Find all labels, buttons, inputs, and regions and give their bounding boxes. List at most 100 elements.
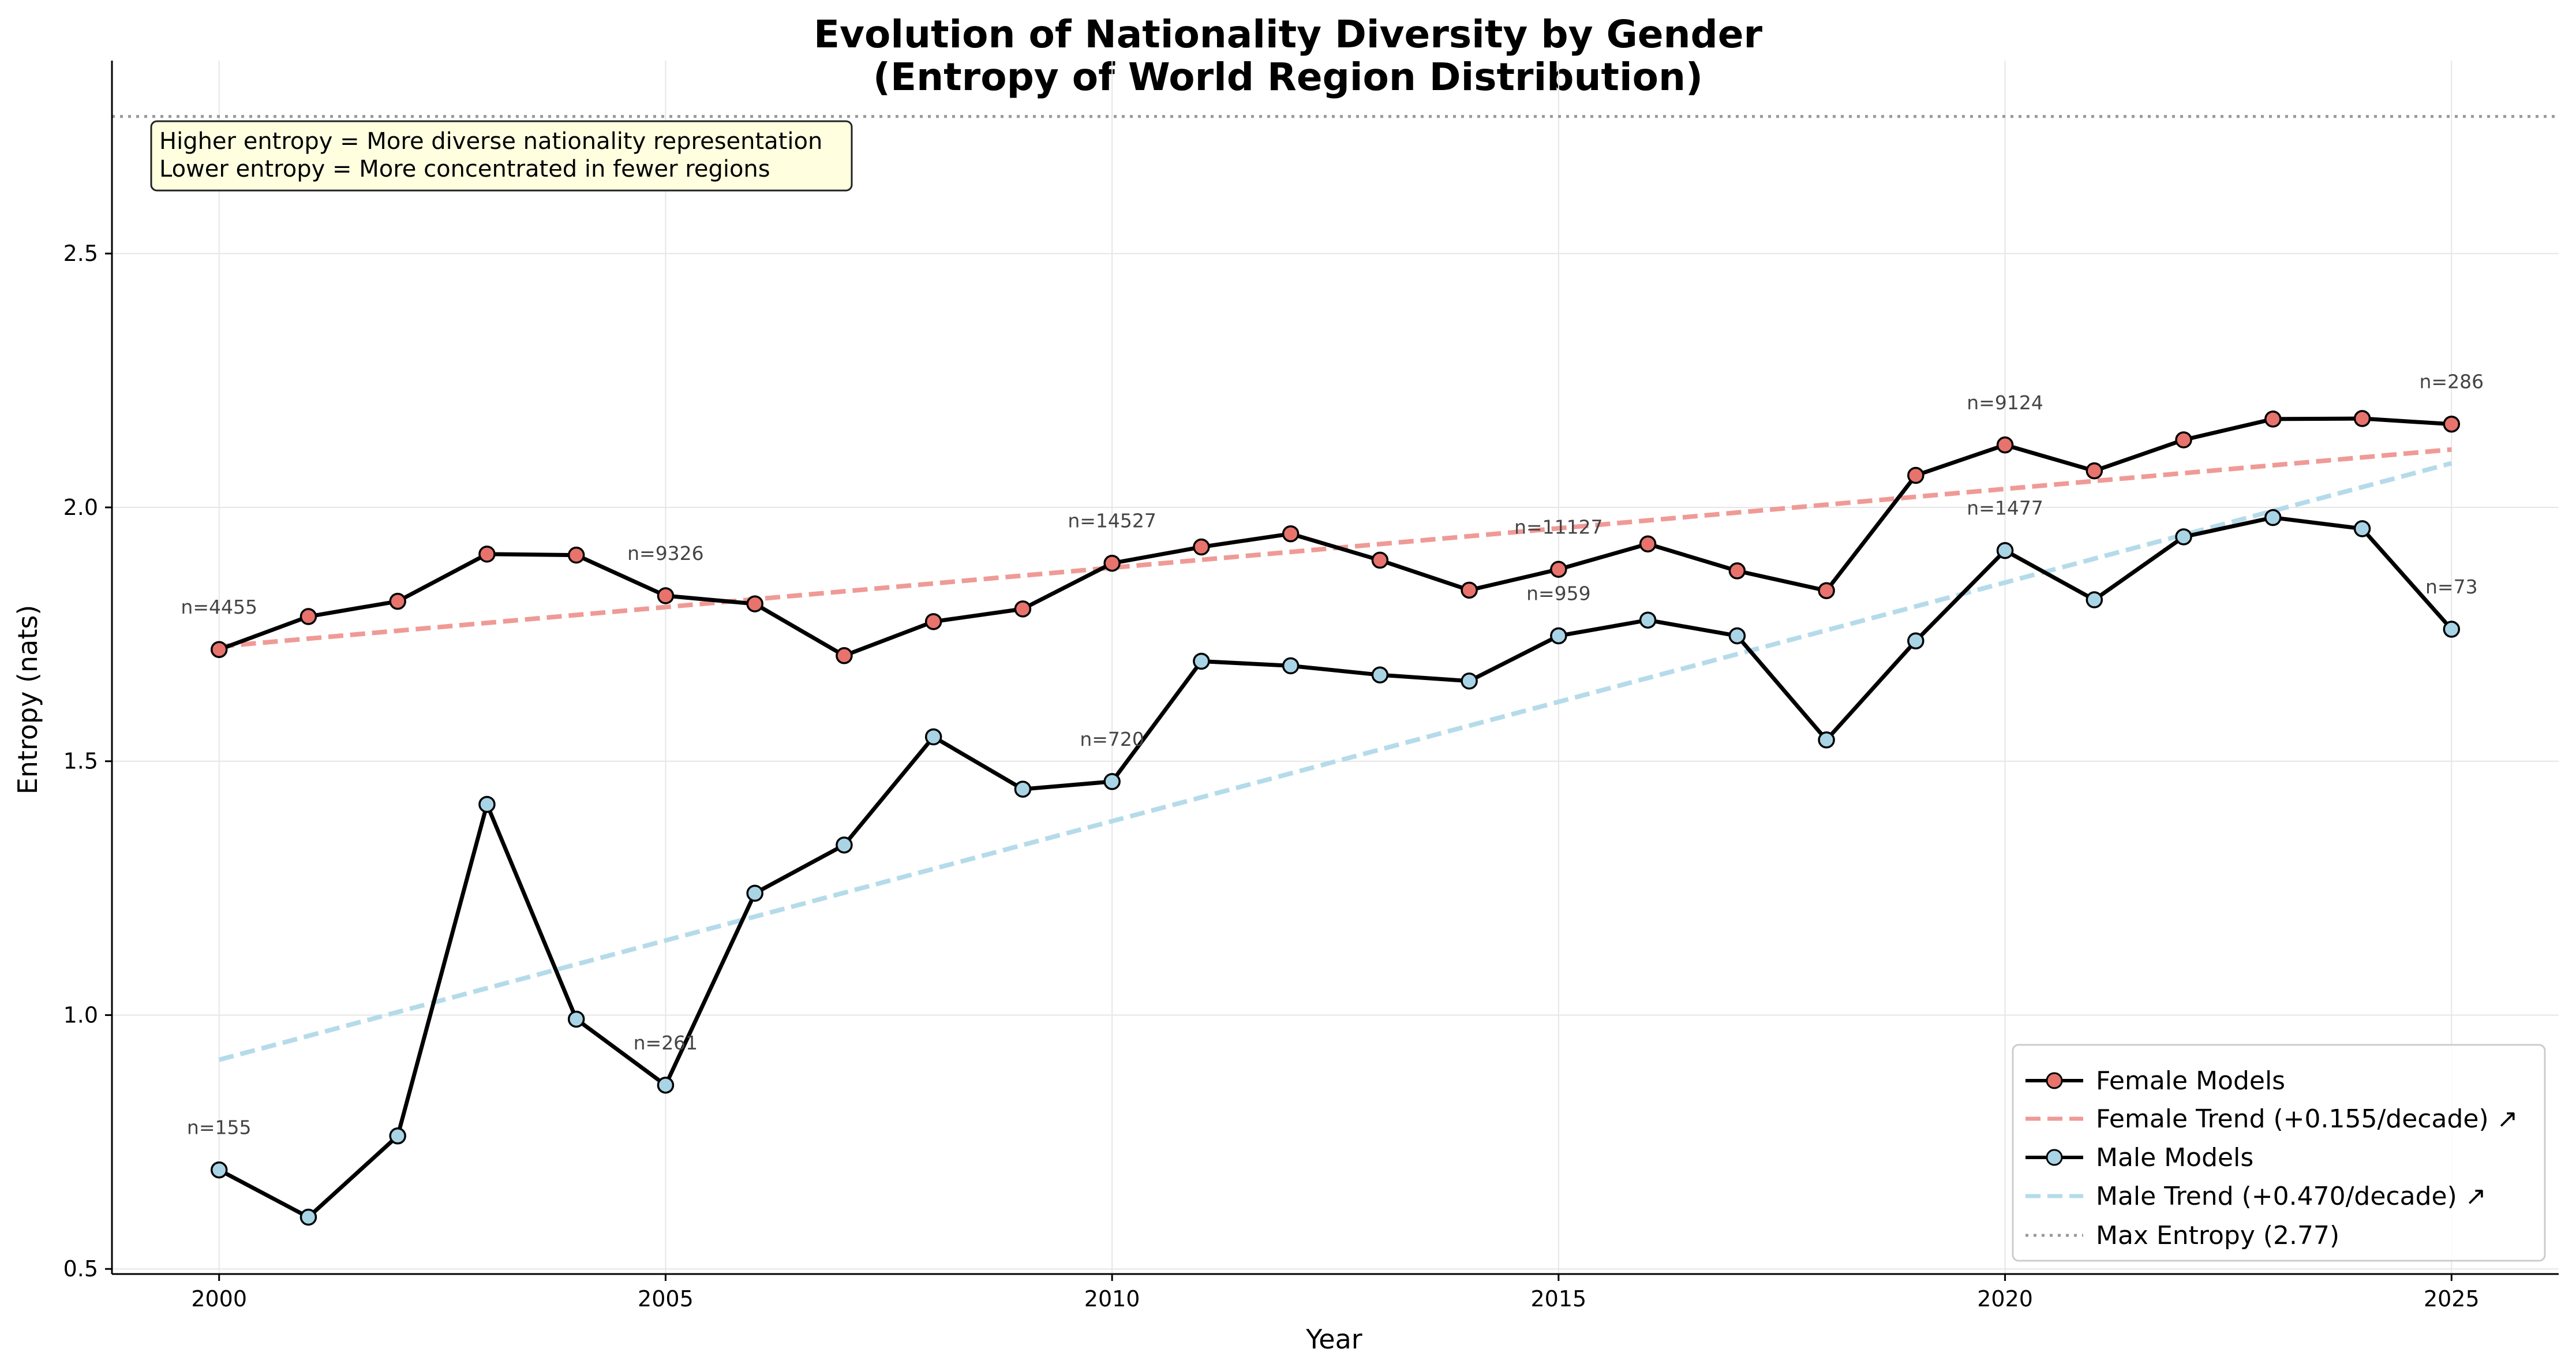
male-data-point bbox=[1461, 672, 1478, 690]
female-series-line bbox=[218, 416, 2452, 658]
male-sample-size-label: n=959 bbox=[1526, 582, 1591, 604]
x-tick-label: 2000 bbox=[191, 1286, 247, 1312]
male-data-point bbox=[1550, 627, 1567, 645]
y-tick-label: 1.0 bbox=[63, 1002, 98, 1028]
female-data-point bbox=[2353, 410, 2371, 427]
female-data-point bbox=[2264, 410, 2282, 428]
male-data-point bbox=[2353, 520, 2371, 537]
male-data-point bbox=[1193, 652, 1210, 670]
male-sample-size-label: n=155 bbox=[187, 1116, 252, 1139]
male-data-point bbox=[210, 1161, 228, 1179]
male-data-point bbox=[1728, 627, 1746, 645]
male-trend-line bbox=[218, 461, 2453, 1062]
female-data-point bbox=[2175, 431, 2192, 449]
male-data-point bbox=[2264, 509, 2282, 526]
male-series-line bbox=[218, 515, 2453, 1219]
female-data-point bbox=[1550, 561, 1567, 578]
y-axis-label: Entropy (nats) bbox=[12, 605, 43, 795]
male-data-point bbox=[1282, 657, 1300, 675]
female-data-point bbox=[746, 595, 763, 612]
female-data-point bbox=[2443, 415, 2461, 433]
female-data-point bbox=[389, 592, 406, 610]
x-axis-label: Year bbox=[1305, 1324, 1362, 1355]
note-line-2: Lower entropy = More concentrated in few… bbox=[159, 156, 770, 182]
legend-item-female-models: Female Models bbox=[2025, 1066, 2285, 1096]
female-data-point bbox=[1996, 436, 2014, 454]
female-sample-size-label: n=14527 bbox=[1068, 510, 1156, 532]
x-tick-label: 2010 bbox=[1084, 1286, 1140, 1312]
female-data-point bbox=[1193, 538, 1210, 556]
female-data-point bbox=[1014, 600, 1032, 618]
chart-title-line1: Evolution of Nationality Diversity by Ge… bbox=[814, 12, 1763, 57]
svg-text:Male Models: Male Models bbox=[2096, 1143, 2253, 1172]
x-tick-label: 2005 bbox=[638, 1286, 694, 1312]
note-box-background bbox=[150, 120, 853, 192]
female-data-point bbox=[299, 608, 317, 625]
male-data-point bbox=[1014, 780, 1032, 798]
male-data-point bbox=[2443, 621, 2461, 638]
tick-labels: 2000 2005 2010 2015 2020 2025 0.5 1.0 1.5 2.0 2.5 bbox=[63, 241, 2480, 1312]
male-data-point bbox=[924, 728, 942, 746]
female-data-point bbox=[657, 587, 675, 604]
male-data-point bbox=[1371, 666, 1389, 683]
male-data-point bbox=[389, 1127, 406, 1145]
male-data-point bbox=[657, 1077, 675, 1094]
female-data-point bbox=[210, 641, 228, 658]
female-data-point bbox=[836, 647, 853, 664]
female-sample-size-label: n=9124 bbox=[1967, 391, 2043, 414]
female-data-point bbox=[2085, 462, 2103, 480]
svg-text:Male Trend (+0.470/decade) ↗: Male Trend (+0.470/decade) ↗ bbox=[2096, 1182, 2487, 1211]
svg-text:Max Entropy (2.77): Max Entropy (2.77) bbox=[2096, 1221, 2339, 1250]
male-sample-size-label: n=73 bbox=[2425, 576, 2478, 598]
male-data-point bbox=[1639, 611, 1657, 629]
legend-item-male-models: Male Models bbox=[2025, 1143, 2253, 1172]
data-series bbox=[210, 410, 2461, 1226]
x-tick-label: 2015 bbox=[1531, 1286, 1587, 1312]
male-sample-size-label: n=261 bbox=[634, 1032, 698, 1054]
male-data-point bbox=[1996, 541, 2014, 559]
female-data-point bbox=[1103, 554, 1121, 572]
male-sample-size-label: n=720 bbox=[1080, 728, 1144, 750]
female-sample-size-label: n=11127 bbox=[1514, 515, 1603, 538]
female-sample-size-label: n=4455 bbox=[181, 596, 257, 618]
y-tick-label: 2.0 bbox=[63, 495, 98, 520]
female-data-point bbox=[567, 546, 585, 564]
svg-text:Female Trend (+0.155/decade) ↗: Female Trend (+0.155/decade) ↗ bbox=[2096, 1104, 2518, 1134]
grid bbox=[112, 61, 2559, 1274]
male-data-point bbox=[299, 1208, 317, 1226]
female-data-point bbox=[1818, 582, 1835, 599]
male-data-point bbox=[746, 884, 763, 902]
female-data-point bbox=[1907, 466, 1924, 484]
y-tick-label: 0.5 bbox=[63, 1256, 98, 1282]
legend: Female Models Female Trend (+0.155/decad… bbox=[2012, 1044, 2546, 1262]
female-data-point bbox=[1728, 562, 1746, 580]
female-data-point bbox=[924, 613, 942, 630]
svg-text:Female Models: Female Models bbox=[2096, 1066, 2285, 1096]
male-data-point bbox=[2175, 528, 2192, 546]
male-data-point bbox=[836, 836, 853, 854]
legend-frame bbox=[2012, 1044, 2546, 1262]
male-data-point bbox=[1103, 773, 1121, 790]
male-data-point bbox=[1907, 632, 1924, 650]
male-data-point bbox=[567, 1010, 585, 1028]
sample-size-annotations: n=4455 n=9326 n=14527 n=11127 n=9124 n=286 n=1… bbox=[181, 371, 2484, 1139]
legend-item-female-trend: Female Trend (+0.155/decade) ↗ bbox=[2025, 1104, 2518, 1134]
male-sample-size-label: n=1477 bbox=[1967, 497, 2043, 520]
female-sample-size-label: n=286 bbox=[2420, 371, 2484, 393]
male-data-point bbox=[478, 795, 496, 813]
note-line-1: Higher entropy = More diverse nationalit… bbox=[159, 128, 822, 155]
legend-item-max-entropy: Max Entropy (2.77) bbox=[2025, 1221, 2339, 1250]
female-data-point bbox=[478, 546, 496, 563]
female-data-point bbox=[1461, 581, 1478, 599]
chart-title-line2: (Entropy of World Region Distribution) bbox=[873, 55, 1703, 99]
female-sample-size-label: n=9326 bbox=[627, 542, 704, 565]
male-data-point bbox=[2085, 591, 2103, 608]
legend-item-male-trend: Male Trend (+0.470/decade) ↗ bbox=[2025, 1182, 2487, 1211]
y-tick-label: 1.5 bbox=[63, 749, 98, 774]
x-tick-label: 2025 bbox=[2424, 1286, 2480, 1312]
entropy-note-box: Higher entropy = More diverse nationalit… bbox=[150, 120, 853, 192]
female-data-point bbox=[1371, 551, 1389, 569]
female-data-point bbox=[1282, 525, 1300, 543]
y-tick-label: 2.5 bbox=[63, 241, 98, 266]
